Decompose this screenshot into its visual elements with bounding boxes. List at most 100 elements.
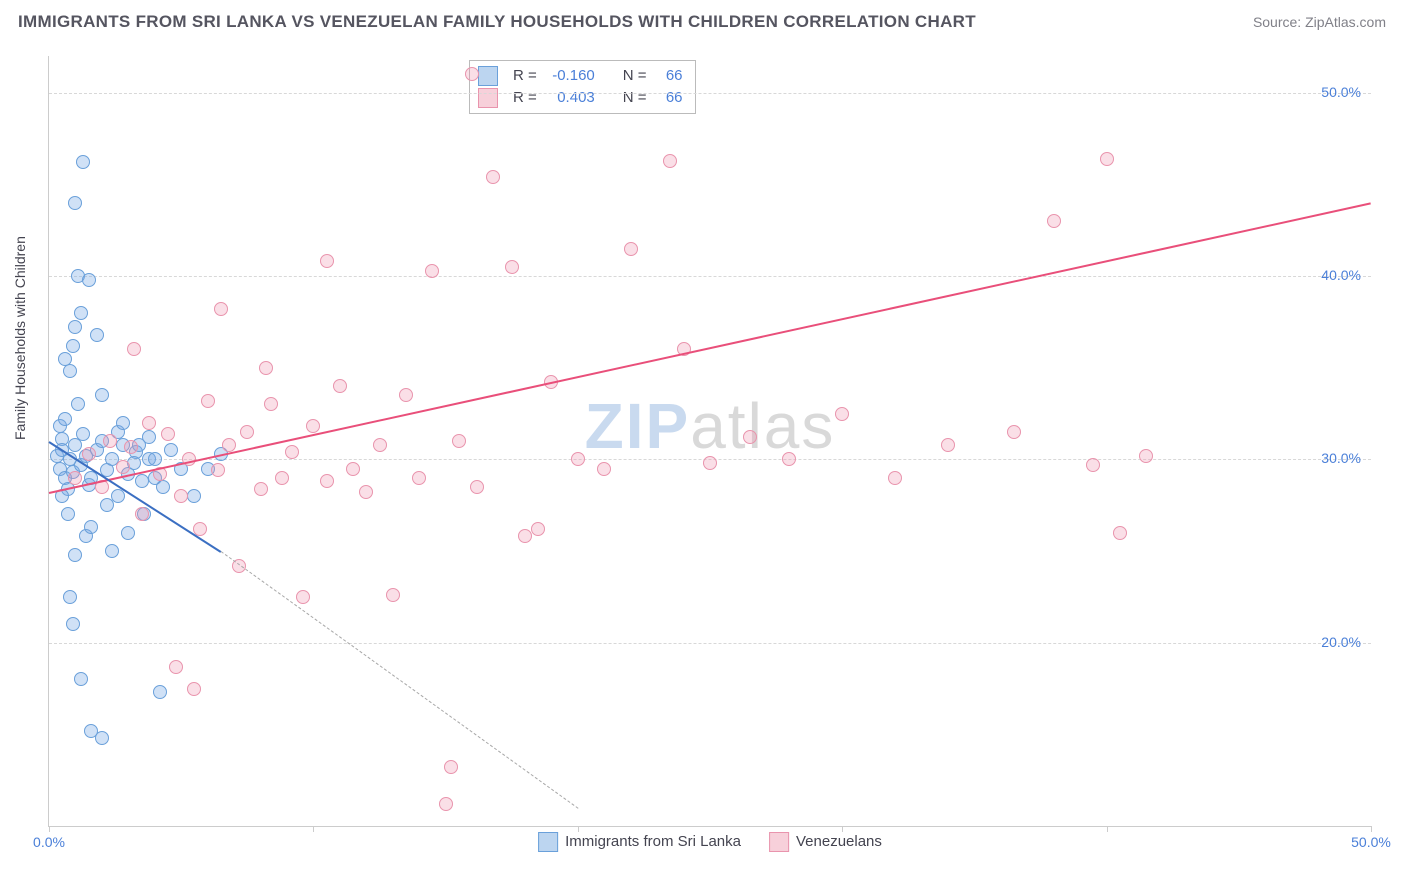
data-point	[161, 427, 175, 441]
data-point	[597, 462, 611, 476]
data-point	[320, 254, 334, 268]
series-1-label: Immigrants from Sri Lanka	[565, 833, 741, 850]
data-point	[782, 452, 796, 466]
x-tick-label: 50.0%	[1351, 834, 1391, 850]
data-point	[58, 412, 72, 426]
scatter-chart: ZIPatlas R = -0.160 N = 66 R = 0.403 N =…	[48, 56, 1371, 827]
gridline-h	[49, 276, 1371, 277]
data-point	[116, 460, 130, 474]
watermark-zip: ZIP	[585, 390, 691, 462]
data-point	[74, 672, 88, 686]
data-point	[68, 548, 82, 562]
data-point	[444, 760, 458, 774]
data-point	[1113, 526, 1127, 540]
data-point	[452, 434, 466, 448]
correlation-legend: R = -0.160 N = 66 R = 0.403 N = 66	[469, 60, 696, 114]
data-point	[571, 452, 585, 466]
r-value-1: -0.160	[545, 65, 595, 87]
series-2-swatch	[769, 832, 789, 852]
data-point	[187, 682, 201, 696]
data-point	[58, 352, 72, 366]
data-point	[1139, 449, 1153, 463]
data-point	[373, 438, 387, 452]
data-point	[663, 154, 677, 168]
y-tick-label: 30.0%	[1321, 450, 1361, 466]
data-point	[254, 482, 268, 496]
n-label: N =	[623, 87, 647, 109]
data-point	[285, 445, 299, 459]
series-2-legend: Venezuelans	[769, 832, 882, 852]
data-point	[68, 320, 82, 334]
data-point	[214, 302, 228, 316]
series-1-legend: Immigrants from Sri Lanka	[538, 832, 741, 852]
data-point	[187, 489, 201, 503]
data-point	[222, 438, 236, 452]
data-point	[386, 588, 400, 602]
legend-row-2: R = 0.403 N = 66	[478, 87, 683, 109]
legend-swatch-1	[478, 66, 498, 86]
data-point	[888, 471, 902, 485]
data-point	[63, 590, 77, 604]
data-point	[275, 471, 289, 485]
data-point	[743, 430, 757, 444]
gridline-h	[49, 93, 1371, 94]
data-point	[121, 526, 135, 540]
data-point	[624, 242, 638, 256]
data-point	[71, 397, 85, 411]
x-tick-mark	[313, 826, 314, 832]
y-tick-label: 20.0%	[1321, 634, 1361, 650]
n-value-1: 66	[655, 65, 683, 87]
data-point	[63, 364, 77, 378]
data-point	[941, 438, 955, 452]
data-point	[84, 520, 98, 534]
data-point	[68, 196, 82, 210]
gridline-h	[49, 643, 1371, 644]
data-point	[103, 434, 117, 448]
data-point	[95, 388, 109, 402]
r-label: R =	[513, 87, 537, 109]
data-point	[211, 463, 225, 477]
trendline	[49, 203, 1371, 495]
y-tick-label: 40.0%	[1321, 267, 1361, 283]
data-point	[1086, 458, 1100, 472]
data-point	[82, 273, 96, 287]
data-point	[135, 507, 149, 521]
data-point	[164, 443, 178, 457]
data-point	[835, 407, 849, 421]
data-point	[66, 339, 80, 353]
data-point	[259, 361, 273, 375]
data-point	[505, 260, 519, 274]
data-point	[320, 474, 334, 488]
y-tick-label: 50.0%	[1321, 84, 1361, 100]
data-point	[61, 507, 75, 521]
data-point	[135, 474, 149, 488]
data-point	[201, 394, 215, 408]
data-point	[240, 425, 254, 439]
data-point	[306, 419, 320, 433]
source-label: Source: ZipAtlas.com	[1253, 14, 1386, 30]
data-point	[425, 264, 439, 278]
x-tick-mark	[1371, 826, 1372, 832]
data-point	[153, 685, 167, 699]
data-point	[124, 440, 138, 454]
data-point	[470, 480, 484, 494]
data-point	[76, 155, 90, 169]
data-point	[465, 67, 479, 81]
data-point	[486, 170, 500, 184]
r-value-2: 0.403	[545, 87, 595, 109]
x-tick-mark	[49, 826, 50, 832]
data-point	[142, 416, 156, 430]
series-2-label: Venezuelans	[796, 833, 882, 850]
legend-row-1: R = -0.160 N = 66	[478, 65, 683, 87]
y-axis-label: Family Households with Children	[12, 236, 28, 440]
data-point	[82, 447, 96, 461]
data-point	[142, 430, 156, 444]
data-point	[90, 328, 104, 342]
data-point	[399, 388, 413, 402]
n-label: N =	[623, 65, 647, 87]
data-point	[531, 522, 545, 536]
data-point	[105, 544, 119, 558]
data-point	[76, 427, 90, 441]
data-point	[169, 660, 183, 674]
series-1-swatch	[538, 832, 558, 852]
